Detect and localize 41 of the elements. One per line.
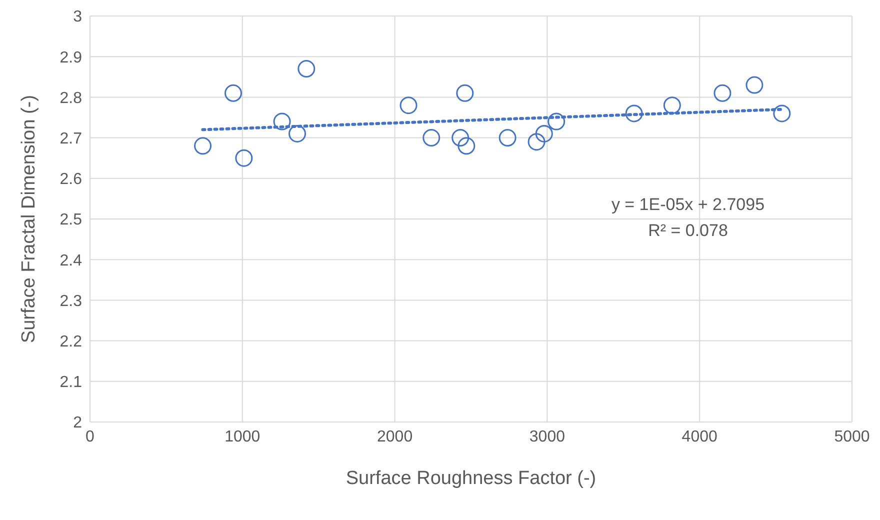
y-tick-label: 2.3	[60, 292, 82, 310]
point	[458, 137, 476, 155]
point	[746, 76, 764, 94]
x-tick-label: 4000	[682, 428, 718, 446]
point	[298, 60, 316, 78]
y-tick-label: 2	[73, 414, 82, 432]
point	[194, 137, 212, 155]
point	[456, 84, 474, 102]
point	[498, 129, 516, 147]
x-tick-label: 5000	[834, 428, 870, 446]
y-tick-label: 3	[73, 8, 82, 26]
point	[288, 124, 306, 142]
point	[400, 96, 418, 114]
point	[273, 112, 291, 130]
point	[535, 124, 553, 142]
point	[528, 133, 546, 151]
y-tick-label: 2.4	[60, 252, 82, 270]
y-tick-label: 2.5	[60, 212, 82, 229]
point	[452, 129, 470, 147]
y-tick-label: 2.9	[60, 49, 82, 66]
y-axis-title: Surface Fractal Dimension (-)	[18, 94, 40, 344]
y-tick-label: 2.2	[60, 333, 82, 350]
x-tick-label: 1000	[224, 428, 260, 446]
x-tick-label: 0	[86, 428, 95, 446]
annotation: y = 1E-05x + 2.7095	[610, 194, 766, 216]
point	[224, 84, 242, 102]
point	[235, 149, 253, 167]
x-axis-title: Surface Roughness Factor (-)	[346, 468, 596, 489]
point	[663, 96, 681, 114]
x-tick-label: 3000	[529, 428, 566, 446]
point	[714, 84, 732, 102]
x-tick-label: 2000	[377, 428, 413, 446]
annotation: R² = 0.078	[647, 220, 729, 242]
y-tick-label: 2.8	[60, 90, 82, 107]
y-tick-label: 2.6	[60, 171, 82, 188]
y-tick-label: 2.7	[60, 130, 82, 148]
point	[773, 104, 791, 122]
point	[422, 129, 440, 147]
point	[548, 112, 566, 130]
point	[625, 104, 643, 122]
y-tick-label: 2.1	[60, 374, 82, 392]
